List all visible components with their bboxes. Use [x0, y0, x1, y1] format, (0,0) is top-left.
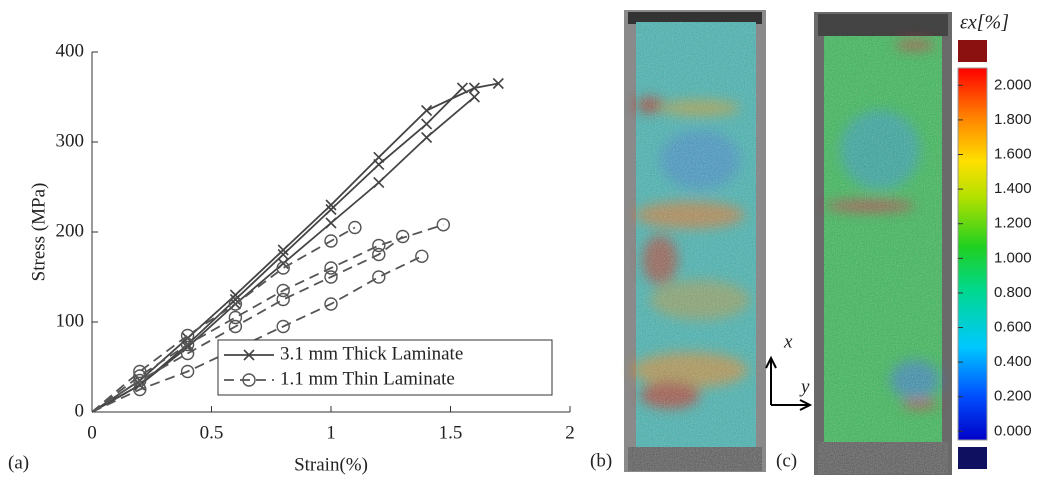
marker: [229, 293, 241, 306]
marker: [324, 234, 338, 248]
marker: [421, 118, 433, 130]
colorbar-tick-label: 1.200: [994, 215, 1032, 232]
marker: [180, 364, 195, 379]
marker: [324, 261, 338, 275]
legend-label: 1.1 mm Thin Laminate: [280, 368, 455, 389]
y-tick-label: 100: [56, 310, 85, 331]
marker: [180, 346, 195, 361]
marker: [372, 238, 386, 253]
specimen-b: [624, 10, 766, 472]
marker: [348, 220, 362, 235]
y-tick-label: 300: [56, 130, 85, 151]
marker: [415, 249, 429, 263]
marker: [276, 283, 290, 298]
axis-arrows: [765, 355, 813, 411]
panel-label: (b): [590, 450, 612, 471]
marker: [372, 270, 386, 284]
x-tick-label: 0: [87, 422, 97, 443]
marker: [180, 337, 195, 352]
marker: [228, 319, 243, 334]
marker: [277, 244, 289, 256]
colorbar: εx[%] 0.000 0.200 0.400 0.600 0.800 1.000 1.20…: [957, 12, 1032, 469]
colorbar-over: [958, 40, 987, 62]
marker: [372, 247, 386, 262]
axis-x-label: x: [783, 331, 793, 352]
line: [91, 235, 404, 413]
panel-label: (c): [776, 450, 797, 471]
marker: [325, 199, 337, 211]
colorbar-title: εx[%]: [960, 12, 1009, 34]
colorbar-under: [958, 447, 987, 469]
axis-y-label: y: [799, 376, 810, 397]
y-tick-label: 200: [56, 220, 85, 241]
marker: [133, 382, 147, 397]
y-tick-label: 0: [75, 400, 85, 421]
marker: [228, 297, 243, 311]
specimen-c: [814, 12, 952, 475]
marker: [373, 176, 385, 189]
marker: [133, 369, 147, 383]
colorbar-tick-label: 1.600: [994, 145, 1032, 162]
colorbar-tick-label: 0.600: [994, 319, 1032, 336]
marker: [373, 151, 385, 163]
marker: [277, 248, 289, 261]
marker: [436, 218, 451, 232]
colorbar-tick-label: 0.200: [994, 388, 1032, 405]
panel-label: (a): [8, 452, 29, 473]
x-axis-label: Strain(%): [294, 454, 368, 475]
marker: [396, 229, 410, 244]
colorbar-tick-label: 2.000: [994, 76, 1032, 93]
marker: [276, 261, 290, 275]
x-tick-label: 2: [565, 422, 575, 443]
colorbar-tick-label: 1.400: [994, 180, 1032, 197]
marker: [421, 131, 433, 144]
marker: [421, 104, 433, 117]
marker: [324, 297, 338, 311]
line: [91, 255, 423, 413]
marker: [324, 270, 338, 284]
y-axis-label: Stress (MPa): [28, 183, 49, 282]
x-tick-label: 0.5: [200, 422, 224, 443]
colorbar-tick-label: 0.800: [994, 284, 1032, 301]
colorbar-tick-label: 1.000: [994, 249, 1032, 266]
marker: [276, 319, 290, 334]
legend-marker: [243, 349, 255, 361]
marker: [180, 328, 195, 343]
colorbar-bar: [957, 67, 988, 441]
colorbar-tick-label: 0.000: [994, 422, 1032, 439]
marker: [468, 82, 480, 94]
marker: [468, 91, 480, 103]
marker: [325, 217, 337, 229]
x-tick-label: 1: [326, 422, 336, 443]
marker: [276, 292, 290, 307]
legend-label: 3.1 mm Thick Laminate: [280, 343, 463, 364]
x-tick-label: 1.5: [439, 422, 463, 443]
marker: [133, 373, 147, 388]
marker: [228, 310, 243, 325]
colorbar-tick-label: 1.800: [994, 111, 1032, 128]
legend-marker: [242, 373, 256, 387]
legend-box: [217, 339, 553, 396]
colorbar-tick-label: 0.400: [994, 353, 1032, 370]
marker: [325, 203, 337, 216]
line: [91, 226, 356, 413]
line: [91, 223, 444, 413]
y-tick-label: 400: [56, 40, 85, 61]
marker: [492, 77, 504, 90]
